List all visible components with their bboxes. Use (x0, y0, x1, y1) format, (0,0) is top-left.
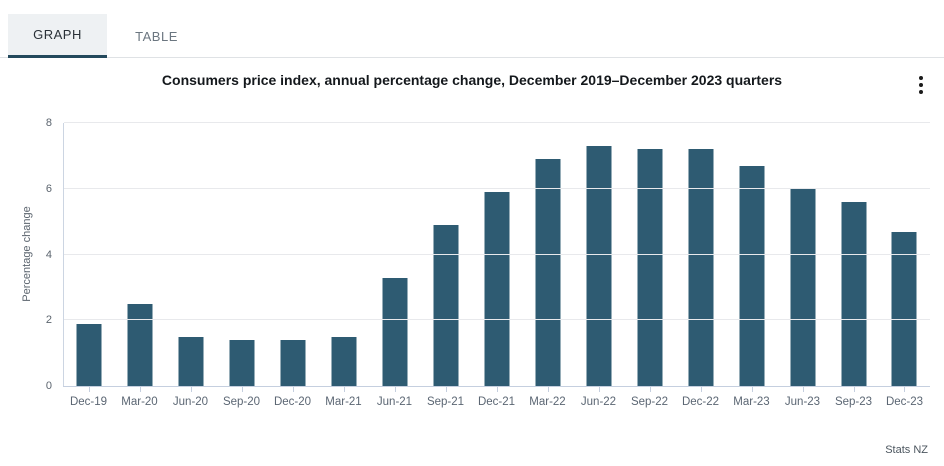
x-tick-label-Sep-20: Sep-20 (222, 396, 261, 408)
x-tick (853, 387, 855, 392)
x-tick-label-Dec-23: Dec-23 (885, 396, 924, 408)
bar-slot (115, 123, 166, 392)
x-axis-line (63, 386, 930, 387)
x-tick-label-Jun-22: Jun-22 (580, 396, 617, 408)
bar-Sep-21[interactable] (433, 224, 459, 386)
bar-Dec-20[interactable] (280, 339, 306, 386)
bar-Dec-19[interactable] (76, 323, 102, 386)
bar-slot (828, 123, 879, 392)
x-tick (649, 387, 651, 392)
x-tick-label-Mar-20: Mar-20 (121, 396, 158, 408)
source-attribution: Stats NZ (885, 444, 928, 456)
bar-slot (726, 123, 777, 392)
bar-slot (522, 123, 573, 392)
bar-slot (319, 123, 370, 392)
bar-Jun-22[interactable] (586, 146, 612, 386)
gridline-y-8 (64, 122, 930, 123)
bar-Dec-21[interactable] (484, 192, 510, 386)
bar-slot (879, 123, 930, 392)
x-tick (89, 387, 91, 392)
bar-slot (624, 123, 675, 392)
x-tick (140, 387, 142, 392)
bar-slot (217, 123, 268, 392)
x-tick-label-Jun-21: Jun-21 (376, 396, 413, 408)
chart-title: Consumers price index, annual percentage… (161, 72, 783, 88)
y-tick-label-6: 6 (45, 182, 52, 195)
x-tick-label-Sep-21: Sep-21 (426, 396, 465, 408)
tab-graph[interactable]: GRAPH (8, 14, 107, 58)
tab-table[interactable]: TABLE (135, 28, 178, 44)
x-tick (802, 387, 804, 392)
bar-Jun-21[interactable] (382, 277, 408, 386)
kebab-dot (919, 90, 923, 94)
x-tick (547, 387, 549, 392)
bar-Dec-23[interactable] (891, 231, 917, 386)
bar-Mar-20[interactable] (127, 303, 153, 386)
kebab-dot (919, 76, 923, 80)
bar-slot (370, 123, 421, 392)
bar-slot (64, 123, 115, 392)
x-tick (751, 387, 753, 392)
x-tick-label-Mar-23: Mar-23 (733, 396, 770, 408)
x-tick (496, 387, 498, 392)
gridline-y-6 (64, 187, 930, 189)
bar-Dec-22[interactable] (688, 149, 714, 386)
gridline-y-2 (64, 319, 930, 321)
y-tick-label-8: 8 (45, 117, 52, 129)
kebab-menu-icon[interactable] (914, 74, 928, 96)
y-tick-label-2: 2 (45, 314, 52, 327)
x-tick-label-Dec-20: Dec-20 (273, 396, 312, 408)
bar-slot (675, 123, 726, 392)
y-tick-label-0: 0 (45, 380, 52, 392)
bar-Mar-21[interactable] (331, 336, 357, 386)
x-tick (242, 387, 244, 392)
x-tick (904, 387, 906, 392)
bar-Mar-23[interactable] (739, 165, 765, 386)
x-tick-label-Sep-23: Sep-23 (834, 396, 873, 408)
x-tick (700, 387, 702, 392)
gridline-y-4 (64, 253, 930, 255)
x-tick-label-Dec-22: Dec-22 (681, 396, 720, 408)
bar-slot (421, 123, 472, 392)
x-tick (446, 387, 448, 392)
plot-area (63, 122, 930, 392)
x-tick-label-Mar-21: Mar-21 (325, 396, 362, 408)
x-tick-label-Dec-21: Dec-21 (477, 396, 516, 408)
x-tick-label-Sep-22: Sep-22 (630, 396, 669, 408)
bar-Sep-22[interactable] (637, 149, 663, 386)
kebab-dot (919, 83, 923, 87)
bar-slot (573, 123, 624, 392)
bar-Sep-23[interactable] (841, 201, 867, 386)
bar-Sep-20[interactable] (229, 339, 255, 386)
x-tick-label-Dec-19: Dec-19 (69, 396, 108, 408)
bar-Mar-22[interactable] (535, 159, 561, 386)
x-tick (598, 387, 600, 392)
bar-Jun-20[interactable] (178, 336, 204, 386)
x-tick (191, 387, 193, 392)
tab-bar: GRAPH TABLE (0, 14, 944, 58)
x-tick (293, 387, 295, 392)
bar-slot (268, 123, 319, 392)
y-tick-label-4: 4 (45, 248, 52, 261)
bar-Jun-23[interactable] (790, 188, 816, 386)
bar-series (64, 123, 930, 392)
x-tick-label-Mar-22: Mar-22 (529, 396, 566, 408)
x-tick (395, 387, 397, 392)
x-tick-label-Jun-20: Jun-20 (172, 396, 209, 408)
bar-slot (166, 123, 217, 392)
bar-slot (472, 123, 523, 392)
bar-slot (777, 123, 828, 392)
x-tick-label-Jun-23: Jun-23 (784, 396, 821, 408)
x-axis-labels: Dec-19 Mar-20 Jun-20 Sep-20 Dec-20 Mar-21 Jun-… (63, 396, 930, 408)
x-tick (344, 387, 346, 392)
